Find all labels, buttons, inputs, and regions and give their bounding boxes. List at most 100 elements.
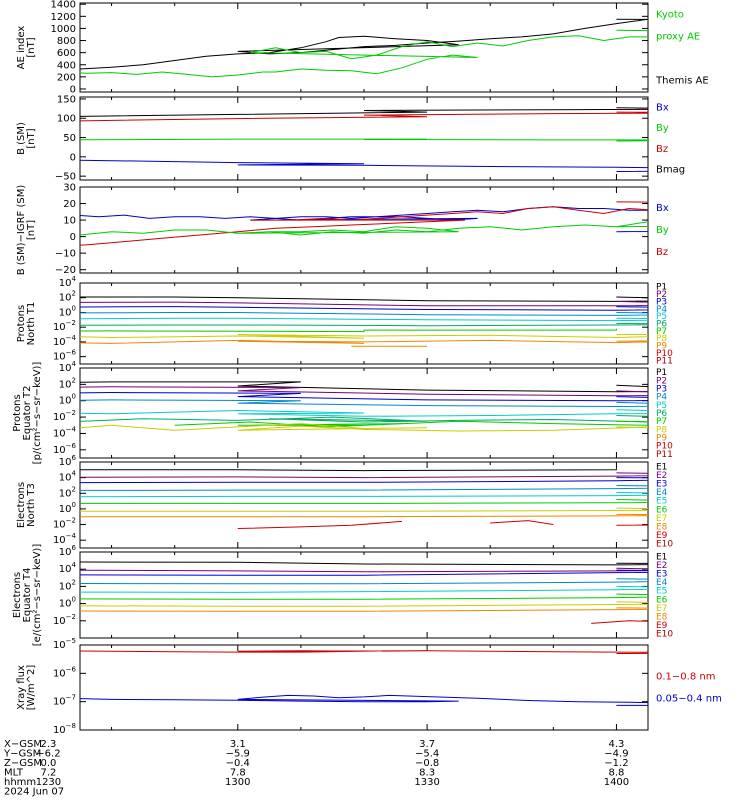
- legend-entry: P5: [656, 312, 667, 322]
- plot-frame: [79, 186, 649, 274]
- series-line-p4: [80, 399, 648, 408]
- series-line-e3: [80, 477, 648, 484]
- date-label: 2024 Jun 07: [4, 787, 64, 798]
- y-tick-label: 10−5: [53, 637, 76, 651]
- plot-frame: [79, 461, 649, 549]
- series-line-p6: [80, 323, 648, 327]
- series-fragment: [591, 620, 648, 624]
- series-line-p2: [80, 386, 648, 397]
- y-tick-label: 10−4: [53, 334, 77, 348]
- y-tick-label: 0: [70, 84, 76, 95]
- series-line-p1: [80, 381, 648, 393]
- orbit-value: −4.9: [604, 749, 628, 760]
- legend-entry: E9: [656, 531, 668, 541]
- legend-entry: P2: [656, 376, 667, 386]
- legend-entry: E9: [656, 621, 668, 631]
- series-line-e8: [80, 513, 648, 518]
- y-tick-label: 1000: [51, 24, 76, 35]
- orbit-value: 3.7: [419, 739, 435, 750]
- legend-entry: E3: [656, 570, 667, 580]
- series-fragment: [490, 520, 554, 525]
- legend-entry: P8: [656, 334, 667, 344]
- y-tick-label: −10: [55, 249, 76, 260]
- orbit-value: 0.0: [40, 758, 56, 769]
- series-line-bx: [80, 159, 648, 172]
- series-line-e5: [80, 492, 648, 498]
- series-line-e8: [80, 607, 648, 612]
- legend-entry: E6: [656, 505, 668, 515]
- y-tick-label: 30: [63, 183, 76, 194]
- y-tick-label: 100: [59, 596, 76, 610]
- series-line-e4: [80, 578, 648, 585]
- legend-entry: E2: [656, 471, 667, 481]
- y-tick-label: 10−4: [53, 425, 77, 439]
- series-line-p4: [80, 312, 648, 316]
- orbit-value: −0.8: [415, 758, 439, 769]
- series-group: [80, 201, 648, 246]
- series-line-bz: [80, 111, 648, 122]
- y-tick-label: 0: [70, 152, 76, 163]
- orbit-value: −0.4: [226, 758, 250, 769]
- legend-entry: P9: [656, 342, 667, 352]
- series-line-e7: [80, 507, 648, 512]
- y-axis-label: Xray flux[W/m^2]: [16, 665, 37, 711]
- y-tick-label: 102: [59, 485, 76, 499]
- legend-entry: P4: [656, 393, 667, 403]
- y-tick-label: 400: [57, 60, 76, 71]
- y-tick-label: 102: [59, 376, 76, 390]
- y-tick-label: 104: [59, 360, 77, 374]
- series-line-e1: [80, 468, 617, 472]
- y-tick-label: 100: [59, 501, 76, 515]
- series-line-p8: [80, 423, 648, 432]
- y-tick-label: 102: [59, 578, 76, 592]
- legend-entry: By: [656, 123, 669, 134]
- legend-entry: E8: [656, 613, 668, 623]
- series-line-p3: [80, 391, 648, 402]
- y-axis-label: ElectronsNorth T3: [16, 482, 37, 528]
- y-tick-label: 10: [63, 216, 76, 227]
- orbit-value: 8.8: [608, 768, 624, 779]
- y-tick-label: 100: [59, 393, 76, 407]
- orbit-value: 7.2: [40, 768, 56, 779]
- legend-entry: E10: [656, 630, 673, 640]
- legend-entry: P6: [656, 409, 667, 419]
- series-line-by: [80, 138, 648, 142]
- y-tick-label: −50: [55, 172, 76, 183]
- series-line-e1: [80, 561, 648, 566]
- orbit-value: −1.2: [604, 758, 628, 769]
- orbit-row-label: Y−GSM: [3, 749, 41, 760]
- y-axis-label: B (SM)[nT]: [16, 122, 37, 155]
- orbit-value: −5.9: [226, 749, 250, 760]
- orbit-row-label: MLT: [4, 768, 24, 779]
- orbit-value: 3.1: [230, 739, 246, 750]
- legend-entry: P10: [656, 349, 673, 359]
- y-tick-label: 20: [63, 199, 76, 210]
- panel-7: 10−2 100 102 104 106 ElectronsEquator T4[e/(c…: [12, 544, 673, 647]
- legend-entry: P4: [656, 305, 667, 315]
- y-axis-label: ProtonsNorth T1: [16, 302, 37, 346]
- legend-entry: E5: [656, 497, 667, 507]
- series-group: [80, 561, 648, 624]
- y-tick-label: 102: [59, 290, 76, 304]
- legend-entry: Bz: [656, 144, 668, 155]
- series-line-bmag: [80, 107, 648, 117]
- legend-entry: P5: [656, 401, 667, 411]
- plot-frame: [79, 282, 649, 365]
- series-line-bx: [80, 206, 648, 233]
- series-line-p2: [80, 300, 648, 307]
- y-tick-label: 100: [57, 114, 76, 125]
- y-axis-label: AE index[nT]: [16, 26, 37, 70]
- legend-entry: Bx: [656, 203, 669, 214]
- series-group: [80, 381, 648, 432]
- series-line-p8: [80, 334, 648, 339]
- y-tick-label: 0: [70, 232, 76, 243]
- legend-entry: E1: [656, 462, 667, 472]
- series-line-0-05-0-4-nm: [80, 694, 648, 706]
- y-tick-label: 10−8: [53, 722, 76, 736]
- series-fragment: [616, 524, 648, 526]
- y-tick-label: 10−6: [53, 665, 77, 679]
- series-group: [80, 650, 648, 706]
- y-axis-label: ProtonsEquator T2[p/(cm²−s−sr−keV)]: [12, 362, 43, 465]
